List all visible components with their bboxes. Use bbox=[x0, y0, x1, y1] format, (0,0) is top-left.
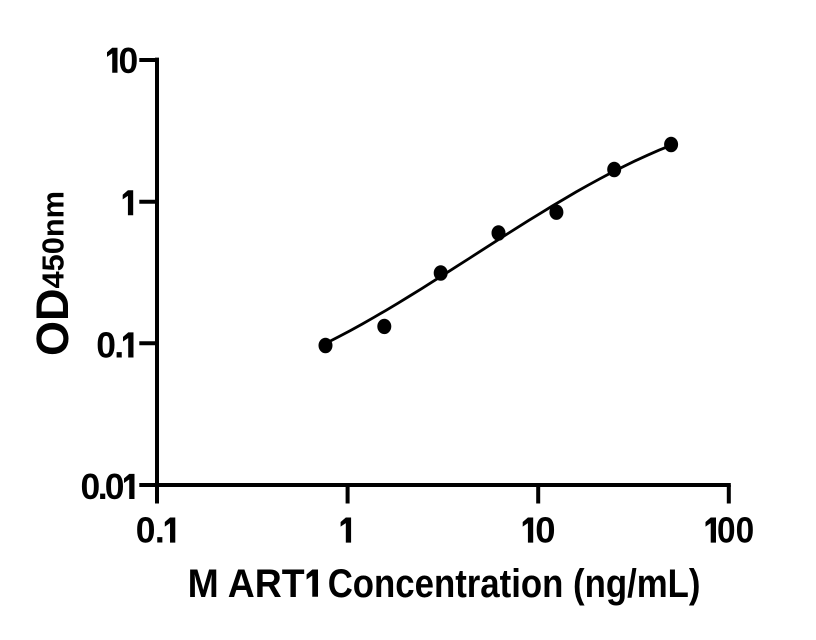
svg-text:.: . bbox=[114, 325, 124, 366]
svg-text:.: . bbox=[155, 510, 165, 551]
svg-text:OD450nm: OD450nm bbox=[27, 191, 78, 356]
svg-text:0: 0 bbox=[136, 509, 156, 551]
svg-text:0: 0 bbox=[119, 39, 139, 81]
svg-text:Concentration (ng/mL): Concentration (ng/mL) bbox=[328, 561, 701, 606]
svg-text:0: 0 bbox=[105, 466, 125, 508]
svg-text:0: 0 bbox=[535, 510, 555, 551]
svg-text:.: . bbox=[98, 466, 108, 507]
svg-text:0: 0 bbox=[81, 466, 101, 508]
svg-text:00: 00 bbox=[717, 510, 754, 551]
svg-text:0: 0 bbox=[96, 324, 116, 366]
svg-text:M ART: M ART bbox=[188, 562, 305, 606]
